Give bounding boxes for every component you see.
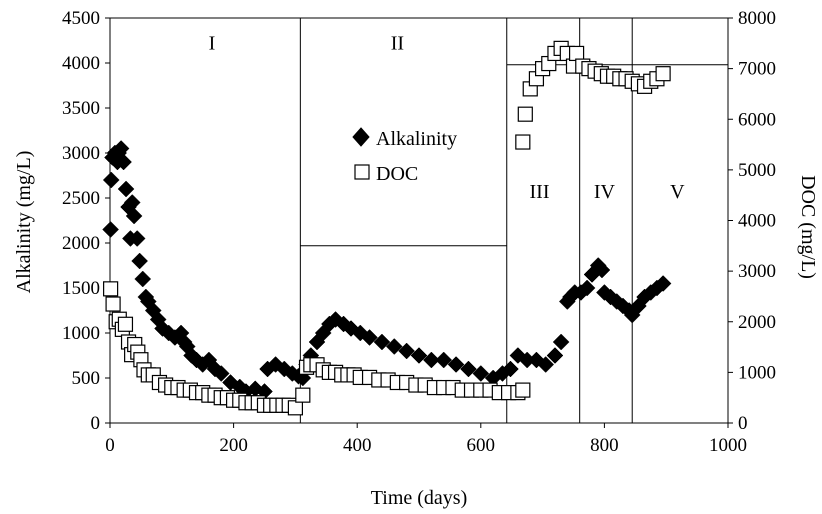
alkalinity-point xyxy=(410,347,428,364)
doc-point xyxy=(105,296,121,312)
alkalinity-point xyxy=(385,338,403,355)
y2-tick-label: 4000 xyxy=(738,211,776,232)
alkalinity-point xyxy=(537,356,555,373)
y2-tick-label: 0 xyxy=(738,413,748,434)
x-axis-title: Time (days) xyxy=(371,487,467,509)
alkalinity-point xyxy=(125,207,143,225)
alkalinity-point xyxy=(654,275,672,292)
doc-point xyxy=(117,316,134,332)
alkalinity-point xyxy=(102,221,119,238)
alkalinity-point xyxy=(460,360,477,378)
doc-point xyxy=(517,106,533,122)
y2-tick-label: 5000 xyxy=(738,160,776,181)
series-doc xyxy=(103,40,671,416)
legend-marker-doc xyxy=(354,164,370,180)
legend-marker-alkalinity xyxy=(352,127,370,147)
x-tick-label: 800 xyxy=(590,435,619,456)
phase-label: III xyxy=(530,181,550,203)
x-tick-label: 200 xyxy=(219,435,248,456)
doc-point xyxy=(103,281,119,297)
alkalinity-point xyxy=(546,347,564,364)
alkalinity-point xyxy=(212,365,230,382)
alkalinity-point xyxy=(398,342,415,360)
phase-label: II xyxy=(391,33,404,55)
doc-point xyxy=(655,66,671,82)
alkalinity-point xyxy=(423,351,440,369)
y2-tick-label: 8000 xyxy=(738,8,776,29)
y-tick-label: 3000 xyxy=(62,143,100,164)
y-tick-label: 1000 xyxy=(62,323,100,344)
y2-axis-title: DOC (mg/L) xyxy=(797,175,819,279)
alkalinity-point xyxy=(447,356,465,373)
y-tick-label: 2000 xyxy=(62,233,100,254)
alkalinity-point xyxy=(578,279,596,297)
y2-tick-label: 7000 xyxy=(738,59,776,80)
y-tick-label: 4000 xyxy=(62,53,100,74)
doc-point xyxy=(295,387,311,403)
alkalinity-point xyxy=(115,153,132,171)
y-tick-label: 500 xyxy=(72,368,101,389)
alkalinity-point xyxy=(502,360,519,378)
y-axis-title: Alkalinity (mg/L) xyxy=(13,151,35,294)
x-tick-label: 600 xyxy=(467,435,496,456)
y-tick-label: 4500 xyxy=(62,8,100,29)
x-tick-label: 400 xyxy=(343,435,372,456)
phase-label: I xyxy=(209,33,216,55)
y-tick-label: 0 xyxy=(91,413,101,434)
series-alkalinity xyxy=(102,140,672,400)
x-tick-label: 0 xyxy=(105,435,115,456)
alkalinity-point xyxy=(131,252,149,270)
y2-tick-label: 2000 xyxy=(738,312,776,333)
alkalinity-point xyxy=(472,365,490,382)
alkalinity-point xyxy=(128,230,146,247)
alkalinity-point xyxy=(593,261,611,279)
y-tick-label: 2500 xyxy=(62,188,100,209)
alkalinity-point xyxy=(361,329,378,346)
alkalinity-point xyxy=(373,333,391,351)
alkalinity-point xyxy=(552,333,570,351)
alkalinity-point xyxy=(102,171,120,189)
phase-label: V xyxy=(670,181,685,203)
doc-point xyxy=(515,134,531,150)
x-tick-label: 1000 xyxy=(709,435,747,456)
y2-tick-label: 1000 xyxy=(738,362,776,383)
y-tick-label: 1500 xyxy=(62,278,100,299)
alkalinity-point xyxy=(134,270,152,288)
y2-tick-label: 6000 xyxy=(738,109,776,130)
alkalinity-point xyxy=(117,180,135,198)
tick-labels: 0 200 400 600 800 100005001000150020002500300… xyxy=(62,8,776,456)
doc-point xyxy=(568,45,585,62)
doc-point xyxy=(515,382,531,398)
phase-label: IV xyxy=(594,181,616,203)
legend-label-alkalinity: Alkalinity xyxy=(376,128,457,150)
legend: Alkalinity DOC xyxy=(352,127,457,185)
y-tick-label: 3500 xyxy=(62,98,100,119)
data-marks xyxy=(102,40,672,416)
y2-tick-label: 3000 xyxy=(738,261,776,282)
doc-point xyxy=(287,400,303,416)
legend-label-doc: DOC xyxy=(376,163,418,185)
alkalinity-point xyxy=(435,351,453,369)
